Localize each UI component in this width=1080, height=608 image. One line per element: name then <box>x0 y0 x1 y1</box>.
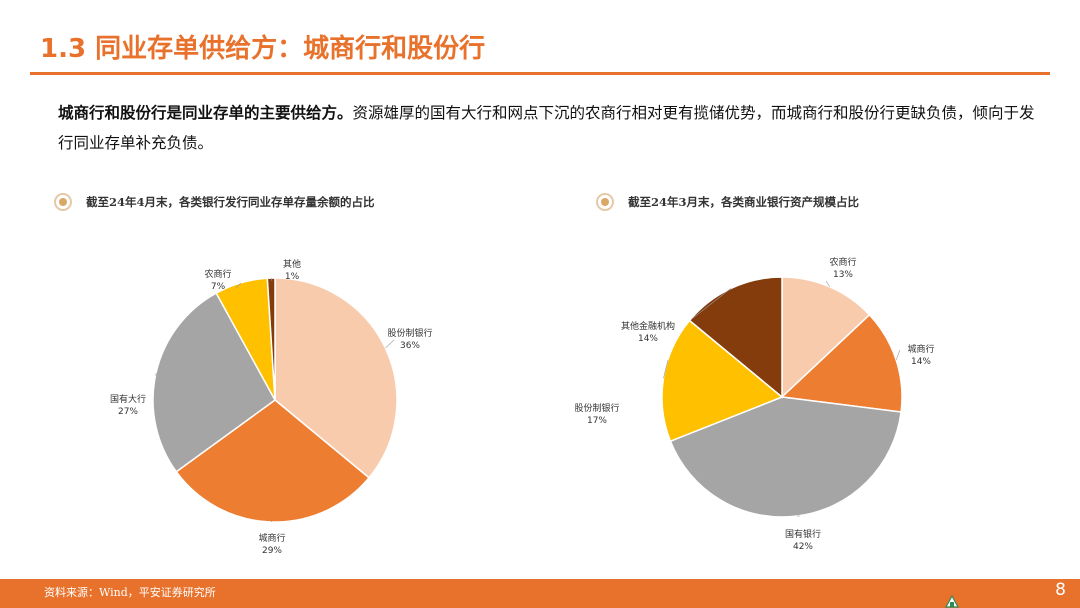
pie-1-value-label-2: 29% <box>262 546 282 556</box>
pie-1-category-label-2: 城商行 <box>258 532 285 544</box>
pie-1-value-label-3: 27% <box>118 407 138 417</box>
pie-1-value-label-5: 1% <box>285 272 300 282</box>
pie-1-leader-4 <box>235 282 242 289</box>
pie-1-value-label-4: 7% <box>211 282 226 292</box>
pie-2-category-label-2: 城商行 <box>907 343 934 355</box>
pie-2-value-label-5: 14% <box>638 334 658 344</box>
intro-lead: 城商行和股份行是同业存单的主要供给方。 <box>58 103 353 122</box>
page-number: 8 <box>1055 580 1066 600</box>
bullet-icon <box>54 193 72 211</box>
pie-2-leader-1 <box>825 280 830 288</box>
pie-2-value-label-1: 13% <box>833 270 853 280</box>
intro-text: 资源雄厚的国有大行和网点下沉的农商行相对更有揽储优势，而城商行和股份行更缺负债，… <box>58 104 1035 152</box>
pie-1-category-label-5: 其他 <box>283 258 301 270</box>
pie-1-leader-2 <box>270 520 273 523</box>
pie-2-slice-3 <box>669 396 902 518</box>
pie-1-leader-1 <box>385 339 395 349</box>
pie-2-leader-5 <box>692 288 732 319</box>
intro-paragraph: 城商行和股份行是同业存单的主要供给方。资源雄厚的国有大行和网点下沉的农商行相对更… <box>58 98 1048 158</box>
pie-2-category-label-1: 农商行 <box>829 256 856 268</box>
pie-1-category-label-1: 股份制银行 <box>387 327 432 339</box>
page-title: 1.3 同业存单供给方：城商行和股份行 <box>40 34 486 64</box>
pie-2-value-label-3: 42% <box>793 542 813 552</box>
pie-2-category-label-5: 其他金融机构 <box>621 320 675 332</box>
pie-2-value-label-2: 14% <box>911 357 931 367</box>
pie-2-leader-2 <box>895 349 901 361</box>
pie-2-category-label-3: 国有银行 <box>785 528 821 540</box>
pie-2-leader-4 <box>663 359 669 379</box>
title-divider <box>30 72 1050 75</box>
footer-bar <box>0 579 1080 608</box>
bullet-icon <box>596 193 614 211</box>
chart-2-title: 截至24年3月末，各类商业银行资产规模占比 <box>628 195 860 209</box>
chart-1-header: 截至24年4月末，各类银行发行同业存单存量余额的占比 <box>54 193 375 211</box>
pie-1-leader-5 <box>270 277 273 282</box>
chart-1-title: 截至24年4月末，各类银行发行同业存单存量余额的占比 <box>86 195 375 209</box>
pie-2-value-label-4: 17% <box>587 416 607 426</box>
pie-2-slice-1 <box>781 276 871 399</box>
pie-1-value-label-1: 36% <box>400 341 420 351</box>
chart-2-header: 截至24年3月末，各类商业银行资产规模占比 <box>596 193 859 211</box>
pie-1-category-label-3: 国有大行 <box>110 393 146 405</box>
pie-1-category-label-4: 农商行 <box>204 268 231 280</box>
pie-2-category-label-4: 股份制银行 <box>574 402 619 414</box>
logo-icon <box>945 595 959 608</box>
source-note: 资料来源：Wind，平安证券研究所 <box>44 586 216 599</box>
